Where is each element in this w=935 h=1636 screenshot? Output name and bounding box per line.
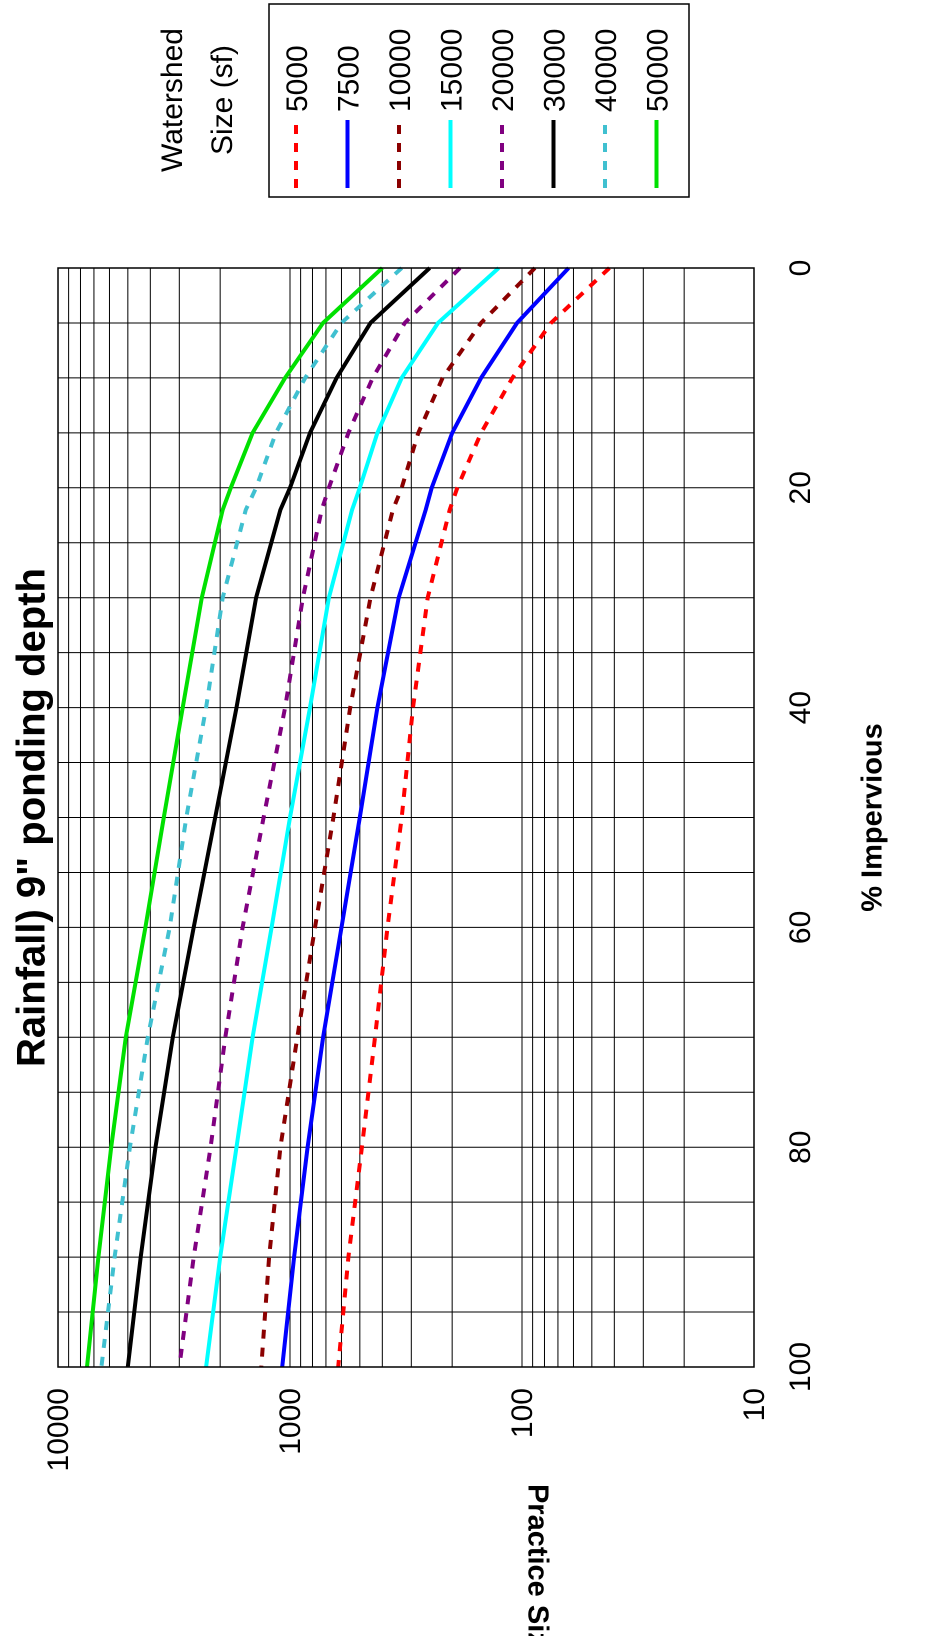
y-gridlines [57,268,755,1367]
y-axis-label-group: Practice Size (sf) [521,1484,553,1636]
y-tick-group: 10 [738,1388,771,1421]
series-lines [85,266,611,1368]
series-line-50000 [85,266,384,1368]
x-tick-label: 80 [784,1131,817,1164]
y-tick-label: 100 [506,1388,539,1438]
x-axis-label: % Impervious [857,723,889,912]
series-line-20000 [177,266,462,1368]
x-gridlines [58,267,754,1368]
x-axis-label-group: % Impervious [857,723,889,912]
y-axis-label: Practice Size (sf) [521,1484,553,1636]
legend-title-group: Watershed Size (sf) [156,28,239,172]
legend-entry: 50000 [642,29,675,112]
y-tick-label: 1000 [274,1388,307,1455]
chart-title: Rainfall) 9" ponding depth [10,568,54,1067]
series-line-40000 [99,266,404,1368]
legend-entry: 30000 [539,29,572,112]
legend-box [268,3,690,198]
y-tick-label: 10000 [42,1388,75,1471]
legend-entry: 5000 [281,45,314,112]
plot-border [57,267,755,1368]
x-tick-label: 40 [784,691,817,724]
x-tick-label: 60 [784,911,817,944]
legend-entry: 20000 [487,29,520,112]
legend-label: 20000 [487,29,520,112]
legend-label: 7500 [333,45,366,112]
series-line-7500 [280,266,571,1368]
legend-entry: 40000 [590,29,623,112]
series-line-30000 [125,266,432,1368]
x-tick-group: 60 [784,911,817,944]
legend-title-line-2: Size (sf) [206,45,239,155]
y-tick-label: 10 [738,1388,771,1421]
legend-label: 40000 [590,29,623,112]
legend-entry: 7500 [333,45,366,112]
legend-entry: 15000 [436,29,469,112]
legend-label: 30000 [539,29,572,112]
x-tick-group: 40 [784,691,817,724]
legend-title-line-1: Watershed [156,28,189,172]
x-tick-label: 20 [784,471,817,504]
x-tick-group: 80 [784,1131,817,1164]
y-tick-group: 10000 [42,1388,75,1471]
series-line-5000 [336,266,611,1368]
y-tick-group: 100 [506,1388,539,1438]
x-tick-group: 0 [784,260,817,277]
series-line-15000 [204,266,501,1368]
legend-entry: 10000 [384,29,417,112]
x-tick-label: 0 [784,260,817,277]
x-tick-group: 20 [784,471,817,504]
legend-label: 10000 [384,29,417,112]
x-tick-group: 100 [784,1342,817,1392]
legend-label: 50000 [642,29,675,112]
legend-label: 5000 [281,45,314,112]
title-group: Rainfall) 9" ponding depth [10,568,54,1067]
x-tick-label: 100 [784,1342,817,1392]
legend-label: 15000 [436,29,469,112]
y-tick-group: 1000 [274,1388,307,1455]
